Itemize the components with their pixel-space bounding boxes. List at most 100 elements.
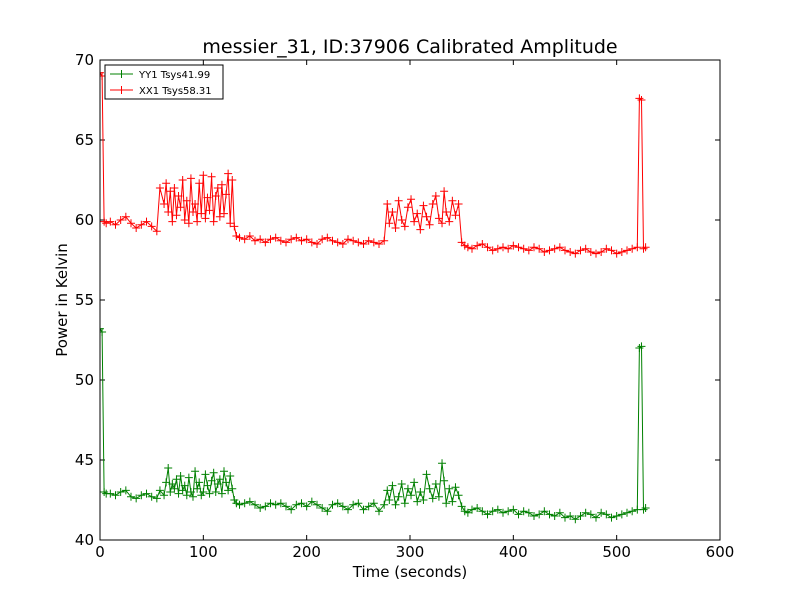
data-point [323,233,332,242]
y-tick-label: 55 [75,291,94,309]
data-point [166,488,175,496]
data-point [438,459,447,468]
data-point [271,233,280,242]
data-point [226,219,235,228]
data-point [623,508,631,517]
data-point [454,491,463,500]
data-point [550,512,559,520]
data-point [189,492,197,501]
data-point [581,244,590,253]
data-point [451,483,460,492]
y-tick-label: 65 [75,131,94,149]
data-point [282,238,290,247]
data-point [111,220,120,229]
data-point [499,508,507,517]
data-point [164,208,173,216]
data-point [235,500,244,509]
x-tick-label: 200 [292,543,321,561]
data-point [641,243,650,252]
y-tick-label: 70 [75,51,94,69]
data-point [639,505,648,514]
data-point [612,512,621,520]
data-point [602,510,611,519]
data-point [607,246,616,255]
data-point [213,480,222,488]
data-point [369,499,378,508]
data-point [416,225,425,234]
data-point [617,510,626,519]
data-point [637,96,646,104]
data-point [266,235,275,244]
data-point [213,184,222,192]
data-point [228,484,237,493]
data-point [530,512,538,520]
data-point [451,211,460,220]
data-point [499,243,507,252]
data-point [419,201,428,210]
data-point [240,499,249,508]
data-point [160,200,169,208]
data-point [100,328,107,336]
data-point [592,249,600,258]
data-point [633,243,642,252]
data-point [566,512,575,520]
y-tick-label: 60 [75,211,94,229]
data-point [445,217,454,226]
data-point [555,508,564,517]
data-point [375,240,383,248]
data-point [403,203,412,212]
data-point [483,510,492,519]
data-point [121,212,130,221]
data-point [635,94,644,103]
data-point [400,499,409,508]
data-point [388,208,397,216]
data-point [266,499,275,508]
data-point [191,467,200,476]
data-point [397,216,406,224]
data-point [142,489,151,498]
data-point [422,470,431,479]
data-point [313,500,321,509]
data-point [524,508,533,517]
y-tick-label: 40 [75,531,94,549]
data-point [540,507,549,516]
data-point [380,236,389,245]
data-point [463,508,472,517]
data-point [445,484,454,493]
data-point [209,217,218,226]
data-point [193,217,202,226]
data-point [555,243,564,252]
data-point [635,344,644,352]
data-point [245,232,254,240]
data-point [155,184,164,192]
data-point [385,219,394,228]
data-point [271,500,280,509]
x-tick-label: 300 [396,543,425,561]
data-point [328,236,337,245]
data-point [176,472,185,480]
data-point [576,246,585,255]
data-point [168,217,177,226]
data-point [571,249,580,258]
data-point [478,507,487,516]
data-point [586,248,595,256]
data-point [170,484,179,493]
data-point [391,224,400,232]
data-point [338,240,347,248]
data-point [519,244,528,253]
data-point [428,200,437,208]
data-point [302,235,311,244]
data-point [276,236,285,245]
data-point [383,486,392,495]
x-tick-label: 0 [95,543,105,561]
data-point [172,211,181,220]
data-point [431,480,440,488]
data-point [349,500,358,509]
chart-title: messier_31, ID:37906 Calibrated Amplitud… [202,36,617,58]
data-point [297,499,306,508]
data-point [203,481,212,490]
data-point [592,513,600,522]
data-point [597,248,606,256]
data-point [207,476,216,485]
data-point [245,497,254,506]
